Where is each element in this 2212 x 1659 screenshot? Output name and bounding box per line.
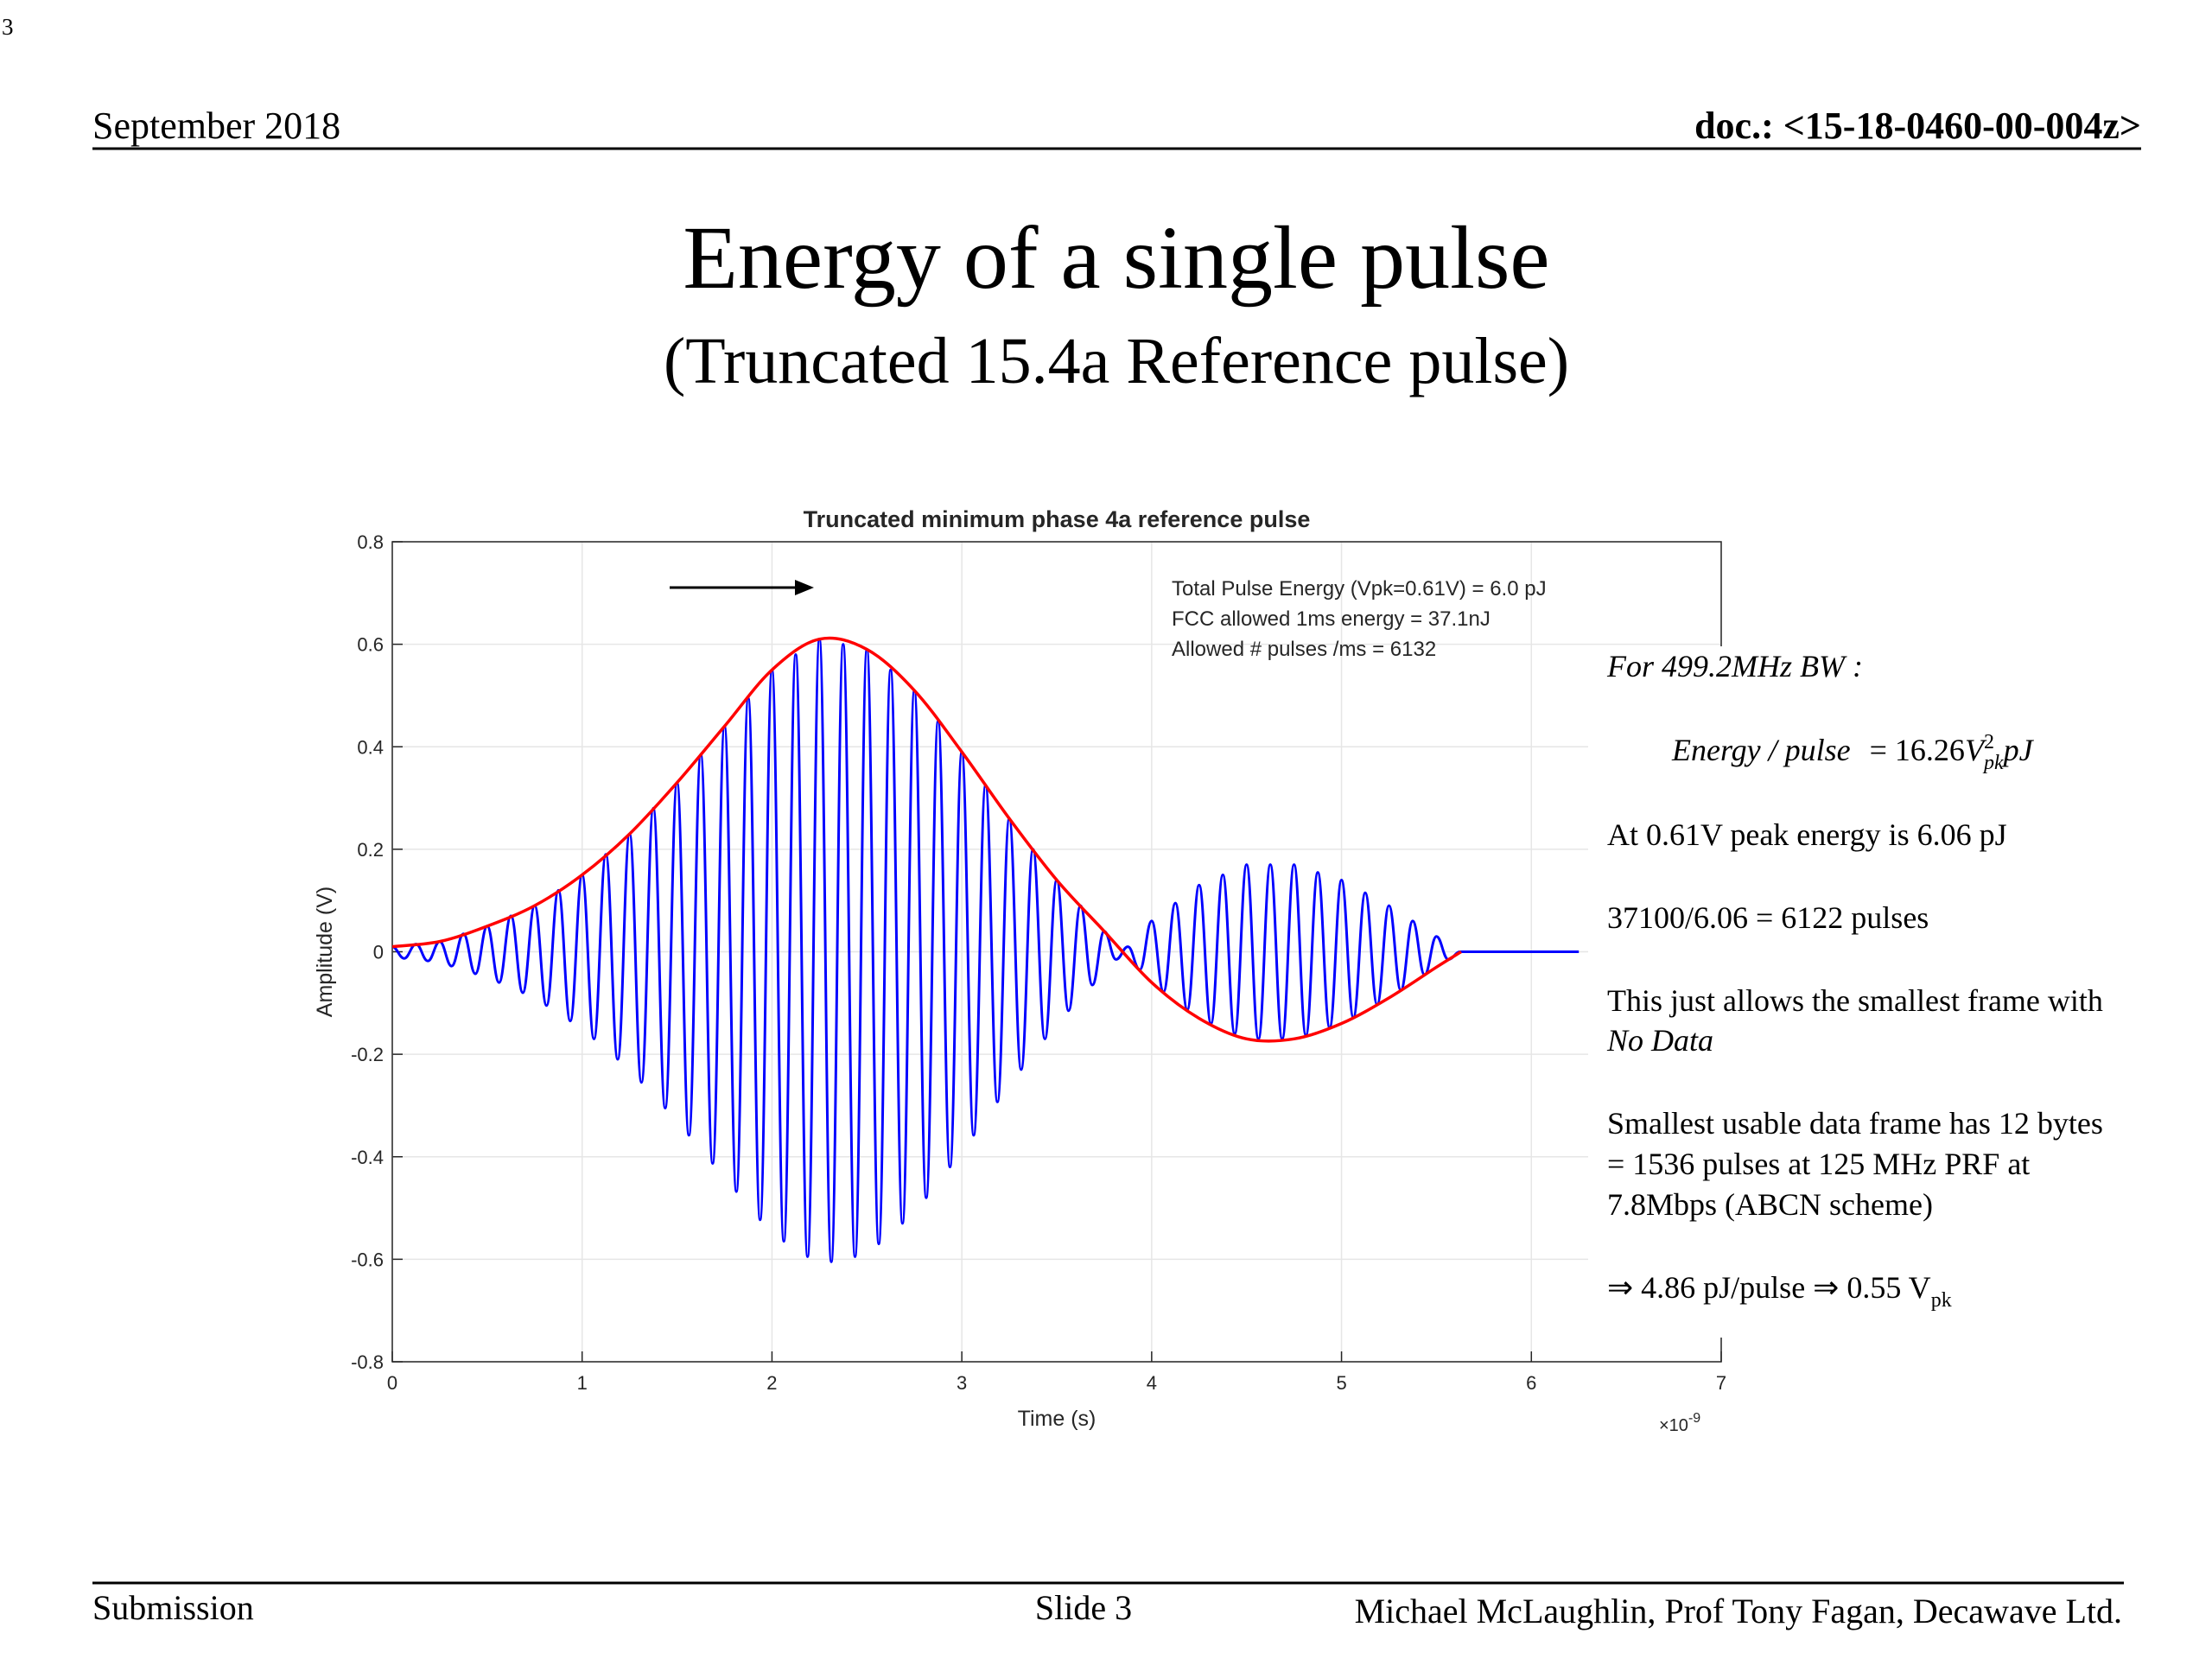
- result-text: ⇒ 4.86 pJ/pulse ⇒ 0.55 V: [1607, 1270, 1931, 1305]
- note-bandwidth: For 499.2MHz BW :: [1606, 649, 1863, 683]
- note-usable-frame: 7.8Mbps (ABCN scheme): [1607, 1187, 1933, 1222]
- result-sub: pk: [1931, 1289, 1952, 1312]
- notes-background: [1588, 646, 2193, 1338]
- x-axis-label: Time (s): [1018, 1407, 1096, 1431]
- y-tick-label: 0.2: [357, 839, 384, 861]
- x-tick-label: 4: [1147, 1372, 1157, 1394]
- footer-center: Slide 3: [1035, 1588, 1132, 1627]
- formula-lhs: Energy / pulse: [1671, 733, 1851, 767]
- header-date: September 2018: [92, 105, 340, 147]
- formula-var: V: [1965, 733, 1987, 767]
- note-no-data: No Data: [1606, 1023, 1713, 1058]
- note-pulse-count: 37100/6.06 = 6122 pulses: [1607, 900, 1929, 935]
- note-peak-energy: At 0.61V peak energy is 6.06 pJ: [1607, 817, 2007, 852]
- slide-title: Energy of a single pulse: [683, 208, 1549, 308]
- y-tick-label: 0.4: [357, 736, 384, 758]
- y-tick-label: -0.4: [351, 1147, 384, 1168]
- y-axis-label: Amplitude (V): [313, 887, 337, 1017]
- series-line: [391, 636, 1462, 1043]
- x-exponent: ×10-9: [1659, 1411, 1700, 1435]
- series-line: [391, 638, 1580, 1263]
- x-exponent-base: ×10: [1659, 1416, 1688, 1435]
- x-tick-label: 5: [1336, 1372, 1346, 1394]
- x-tick-label: 6: [1526, 1372, 1536, 1394]
- x-tick-label: 2: [766, 1372, 777, 1394]
- chart: -0.8 -0.6 -0.4 -0.2 0 0.2 0.4 0.6 0.8 0 1 2 3 4 5 6 7 Tru…: [313, 506, 1726, 1435]
- formula-sup: 2: [1984, 731, 1994, 753]
- note-usable-frame: = 1536 pulses at 125 MHz PRF at: [1607, 1147, 2030, 1181]
- note-smallest-frame: This just allows the smallest frame with: [1607, 983, 2103, 1018]
- x-exponent-power: -9: [1688, 1411, 1700, 1426]
- annotation: FCC allowed 1ms energy = 37.1nJ: [1172, 607, 1491, 631]
- formula-unit: pJ: [2001, 733, 2035, 767]
- arrow-head: [795, 580, 814, 595]
- y-tick-label: -0.6: [351, 1249, 384, 1270]
- x-tick-label: 1: [577, 1372, 588, 1394]
- page-number: 3: [2, 14, 14, 40]
- footer-left: Submission: [92, 1588, 254, 1627]
- slide-subtitle: (Truncated 15.4a Reference pulse): [664, 325, 1569, 397]
- y-tick-label: 0.6: [357, 634, 384, 656]
- y-tick-label: 0: [373, 942, 384, 963]
- y-tick-label: 0.8: [357, 531, 384, 553]
- formula-sub: pk: [1982, 752, 2004, 774]
- note-usable-frame: Smallest usable data frame has 12 bytes: [1607, 1106, 2103, 1141]
- notes: For 499.2MHz BW : Energy / pulse = 16.26V…: [1606, 649, 2103, 1312]
- chart-title: Truncated minimum phase 4a reference pul…: [804, 506, 1311, 532]
- y-tick-label: -0.2: [351, 1044, 384, 1065]
- footer-right: Michael McLaughlin, Prof Tony Fagan, Dec…: [1355, 1592, 2122, 1630]
- x-tick-label: 0: [387, 1372, 397, 1394]
- x-tick-label: 3: [957, 1372, 967, 1394]
- annotation: Allowed # pulses /ms = 6132: [1172, 638, 1436, 661]
- header-doc: doc.: <15-18-0460-00-004z>: [1694, 105, 2141, 147]
- formula-rhs: = 16.26: [1870, 733, 1965, 767]
- note-formula: Energy / pulse = 16.26V2 pkpJ: [1671, 731, 2035, 774]
- y-tick-label: -0.8: [351, 1351, 384, 1373]
- note-result: ⇒ 4.86 pJ/pulse ⇒ 0.55 Vpk: [1607, 1270, 1952, 1312]
- annotation: Total Pulse Energy (Vpk=0.61V) = 6.0 pJ: [1172, 577, 1547, 601]
- x-tick-label: 7: [1716, 1372, 1726, 1394]
